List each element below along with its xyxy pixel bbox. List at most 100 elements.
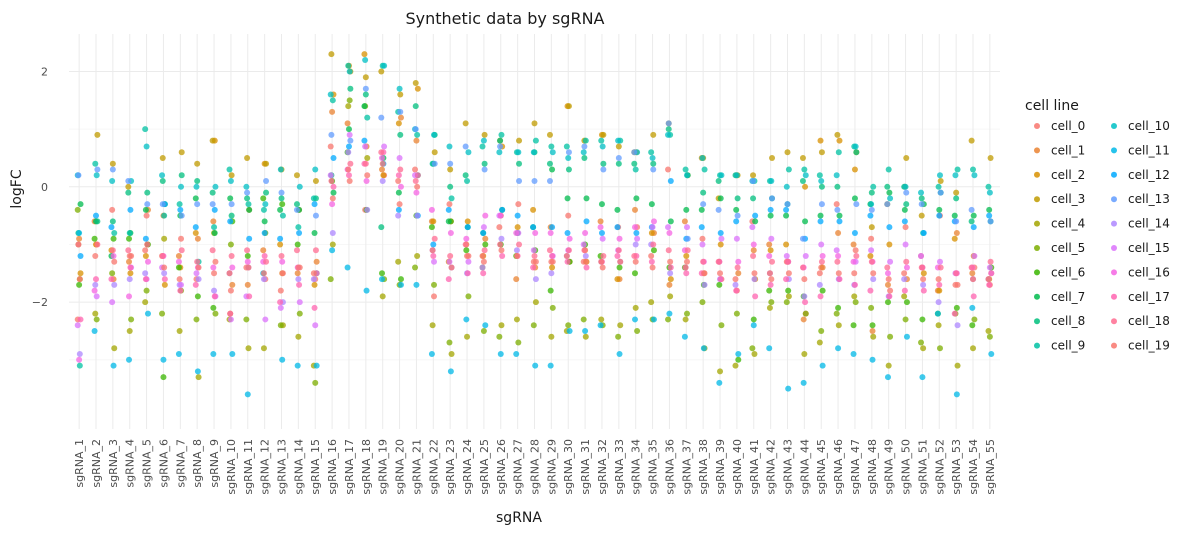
data-point — [868, 201, 875, 208]
data-point — [431, 235, 438, 242]
data-point — [954, 281, 961, 288]
data-point — [750, 253, 757, 260]
data-point — [211, 224, 218, 231]
data-point — [125, 189, 132, 196]
data-point — [329, 97, 336, 104]
data-point — [344, 264, 351, 271]
x-axis-ticks: sgRNA_1 sgRNA_2 sgRNA_3 sgRNA_4 sgRNA_5 sgRNA… — [73, 439, 997, 495]
data-point — [937, 178, 944, 185]
data-point — [532, 276, 539, 283]
data-point — [717, 195, 724, 202]
data-point — [327, 91, 334, 98]
data-point — [937, 189, 944, 196]
x-tick-label: sgRNA_5 — [141, 439, 154, 488]
data-point — [918, 339, 925, 346]
data-point — [412, 166, 419, 173]
x-tick-label: sgRNA_26 — [495, 439, 508, 495]
data-point — [329, 195, 336, 202]
data-point — [294, 270, 301, 277]
data-point — [143, 287, 150, 294]
x-tick-label: sgRNA_48 — [866, 439, 879, 495]
data-point — [246, 235, 253, 242]
data-point — [631, 253, 638, 260]
legend-item: cell_6 — [1034, 265, 1085, 279]
data-point — [985, 183, 992, 190]
data-point — [665, 224, 672, 231]
data-point — [969, 304, 976, 311]
data-point — [785, 270, 792, 277]
data-point — [243, 183, 250, 190]
data-point — [717, 276, 724, 283]
data-point — [378, 149, 385, 156]
data-point — [817, 212, 824, 219]
data-point — [209, 201, 216, 208]
data-point — [279, 270, 286, 277]
data-point — [262, 201, 269, 208]
data-point — [447, 253, 454, 260]
data-point — [92, 212, 99, 219]
x-tick-label: sgRNA_50 — [900, 439, 913, 495]
x-tick-label: sgRNA_4 — [124, 439, 137, 488]
data-point — [750, 241, 757, 248]
data-point — [802, 172, 809, 179]
data-point — [580, 149, 587, 156]
data-point — [310, 270, 317, 277]
legend-swatch — [1034, 196, 1040, 203]
data-point — [462, 120, 469, 127]
data-point — [785, 166, 792, 173]
data-point — [766, 270, 773, 277]
data-point — [565, 154, 572, 161]
data-point — [752, 293, 759, 300]
legend-item: cell_2 — [1034, 168, 1085, 182]
data-point — [918, 264, 925, 271]
x-tick-label: sgRNA_44 — [798, 439, 811, 495]
data-point — [600, 166, 607, 173]
legend-swatch — [1034, 220, 1040, 227]
data-point — [918, 253, 925, 260]
x-tick-label: sgRNA_21 — [410, 439, 423, 495]
data-point — [650, 316, 657, 323]
data-point — [142, 206, 149, 213]
data-point — [261, 253, 268, 260]
data-point — [480, 137, 487, 144]
data-point — [598, 229, 605, 236]
data-point — [599, 143, 606, 150]
data-point — [428, 206, 435, 213]
legend-swatch — [1034, 123, 1040, 129]
x-tick-label: sgRNA_40 — [731, 439, 744, 495]
data-point — [77, 270, 84, 277]
data-point — [667, 270, 674, 277]
data-point — [853, 149, 860, 156]
data-point — [412, 126, 419, 133]
data-point — [330, 154, 337, 161]
data-point — [279, 356, 286, 363]
data-point — [108, 224, 115, 231]
data-point — [918, 195, 925, 202]
data-point — [431, 281, 438, 288]
data-point — [867, 287, 874, 294]
data-point — [465, 258, 472, 265]
data-point — [884, 299, 891, 306]
data-point — [531, 178, 538, 185]
data-point — [919, 374, 926, 381]
data-point — [631, 270, 638, 277]
data-point — [598, 316, 605, 323]
legend-swatch — [1034, 293, 1040, 300]
data-point — [414, 183, 421, 190]
data-point — [614, 276, 621, 283]
data-point — [546, 247, 553, 254]
data-point — [143, 212, 150, 219]
data-point — [463, 247, 470, 254]
data-point — [549, 253, 556, 260]
data-point — [293, 201, 300, 208]
legend-swatch — [1034, 269, 1040, 276]
data-point — [634, 327, 641, 334]
data-point — [92, 276, 99, 283]
data-point — [144, 310, 151, 317]
data-point — [969, 270, 976, 277]
data-point — [464, 333, 471, 340]
data-point — [566, 235, 573, 242]
data-point — [246, 206, 253, 213]
data-point — [109, 270, 116, 277]
data-point — [412, 103, 419, 110]
